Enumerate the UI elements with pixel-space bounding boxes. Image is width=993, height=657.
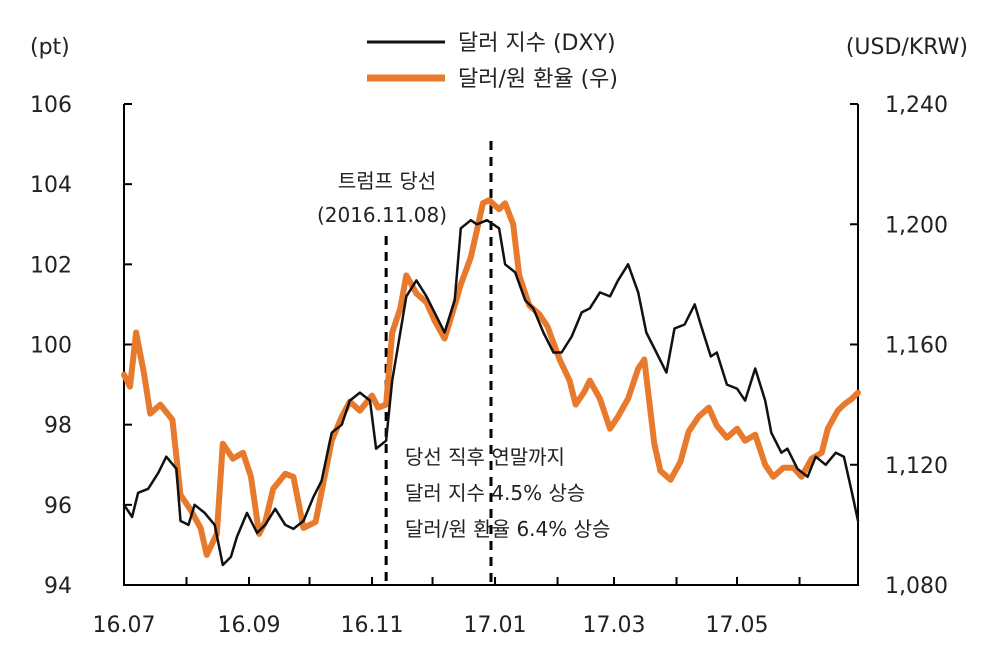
right-tick-label: 1,080 <box>885 574 948 599</box>
left-tick-label: 102 <box>30 253 72 278</box>
legend: 달러 지수 (DXY) 달러/원 환율 (우) <box>367 31 618 92</box>
series-line-krw <box>121 197 861 558</box>
x-tick-label: 17.01 <box>464 613 527 638</box>
x-tick-label: 17.03 <box>583 613 646 638</box>
left-tick-label: 106 <box>30 93 72 118</box>
series-line-dxy <box>122 218 860 567</box>
left-tick-label: 94 <box>44 574 72 599</box>
series-layer <box>121 197 861 567</box>
x-tick-label: 16.09 <box>218 613 281 638</box>
event-date: (2016.11.08) <box>317 203 447 227</box>
right-tick-label: 1,160 <box>885 334 948 359</box>
event-title: 트럼프 당선 <box>338 169 436 193</box>
x-axis-ticks: 16.07 16.09 16.11 17.01 17.03 17.05 <box>93 577 859 638</box>
right-tick-label: 1,200 <box>885 213 948 238</box>
note-line-2: 달러 지수 4.5% 상승 <box>405 481 585 505</box>
note-line-1: 당선 직후 연말까지 <box>405 445 565 469</box>
left-tick-label: 98 <box>44 414 72 439</box>
event-markers <box>384 141 493 585</box>
left-tick-label: 104 <box>30 173 72 198</box>
left-tick-label: 96 <box>44 494 72 519</box>
x-tick-label: 16.11 <box>341 613 404 638</box>
right-axis-unit: (USD/KRW) <box>846 35 968 60</box>
left-axis-unit: (pt) <box>30 35 70 60</box>
legend-label-dxy: 달러 지수 (DXY) <box>458 31 616 56</box>
note-line-3: 달러/원 환율 6.4% 상승 <box>405 517 610 541</box>
legend-label-krw: 달러/원 환율 (우) <box>458 67 618 92</box>
x-tick-label: 17.05 <box>706 613 769 638</box>
left-tick-label: 100 <box>30 334 72 359</box>
right-tick-label: 1,120 <box>885 454 948 479</box>
x-tick-label: 16.07 <box>93 613 156 638</box>
left-axis-ticks: 94 96 98 100 102 104 106 <box>30 93 132 599</box>
right-tick-label: 1,240 <box>885 93 948 118</box>
right-axis-ticks: 1,080 1,120 1,160 1,200 1,240 <box>850 93 948 599</box>
